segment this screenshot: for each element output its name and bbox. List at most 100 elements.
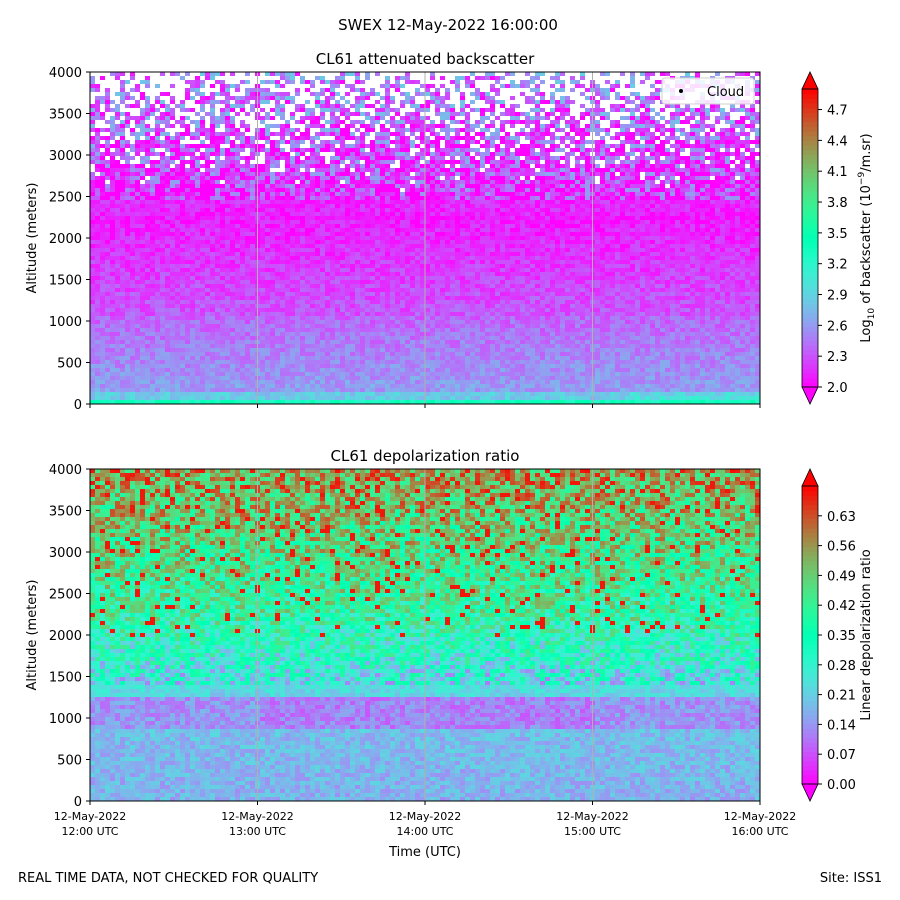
- colorbar-segment: [802, 112, 818, 117]
- colorbar-segment: [802, 205, 818, 210]
- colorbar-segment: [802, 317, 818, 322]
- colorbar-segment: [802, 98, 818, 103]
- colorbar-segment: [802, 201, 818, 206]
- colorbar-segment: [802, 294, 818, 299]
- colorbar-segment: [802, 122, 818, 127]
- colorbar-segment: [802, 215, 818, 220]
- x-tick-label: 12-May-2022: [724, 810, 796, 823]
- colorbar-segment: [802, 505, 818, 510]
- colorbar-segment: [802, 103, 818, 108]
- colorbar-tick-label: 0.28: [827, 659, 856, 674]
- colorbar-segment: [802, 733, 818, 738]
- colorbar-segment: [802, 542, 818, 547]
- colorbar-segment: [802, 271, 818, 276]
- y-tick-label: 1500: [49, 274, 82, 289]
- colorbar-segment: [802, 612, 818, 617]
- colorbar-segment: [802, 322, 818, 327]
- x-tick-label: 12-May-2022: [389, 810, 461, 823]
- colorbar-segment: [802, 289, 818, 294]
- colorbar-segment: [802, 261, 818, 266]
- chart-title: CL61 depolarization ratio: [331, 447, 520, 465]
- colorbar-segment: [802, 373, 818, 378]
- colorbar-segment: [802, 747, 818, 752]
- colorbar-segment: [802, 219, 818, 224]
- colorbar-tick-label: 0.42: [827, 599, 856, 614]
- colorbar-segment: [802, 691, 818, 696]
- figure-title: SWEX 12-May-2022 16:00:00: [338, 16, 558, 34]
- x-tick-label: 12-May-2022: [54, 810, 126, 823]
- y-tick-label: 2000: [49, 232, 82, 247]
- colorbar-segment: [802, 168, 818, 173]
- colorbar-segment: [802, 359, 818, 364]
- colorbar-tick-label: 3.5: [827, 227, 848, 242]
- colorbar-tick-label: 0.21: [827, 689, 856, 704]
- x-tick-label: 14:00 UTC: [396, 825, 453, 838]
- colorbar-segment: [802, 345, 818, 350]
- colorbar-segment: [802, 710, 818, 715]
- colorbar-tick-label: 2.6: [827, 319, 848, 334]
- colorbar-tick-label: 2.0: [827, 381, 848, 396]
- colorbar-segment: [802, 509, 818, 514]
- y-tick-label: 3000: [49, 149, 82, 164]
- colorbar-segment: [802, 140, 818, 145]
- colorbar-segment: [802, 770, 818, 775]
- colorbar-segment: [802, 252, 818, 257]
- x-tick-label: 15:00 UTC: [564, 825, 621, 838]
- colorbar-segment: [802, 649, 818, 654]
- colorbar-segment: [802, 173, 818, 178]
- colorbar-segment: [802, 187, 818, 192]
- colorbar-segment: [802, 340, 818, 345]
- colorbar-segment: [802, 598, 818, 603]
- y-tick-label: 2000: [49, 629, 82, 644]
- colorbar-segment: [802, 588, 818, 593]
- colorbar-segment: [802, 331, 818, 336]
- colorbar-segment: [802, 630, 818, 635]
- colorbar-segment: [802, 579, 818, 584]
- y-tick-label: 0: [74, 795, 82, 810]
- colorbar-segment: [802, 238, 818, 243]
- colorbar-segment: [802, 533, 818, 538]
- x-tick-label: 13:00 UTC: [229, 825, 286, 838]
- chart-panel-1: CL61 attenuated backscatter0500100015002…: [25, 50, 877, 413]
- colorbar-segment: [802, 593, 818, 598]
- colorbar-segment: [802, 751, 818, 756]
- colorbar-tick-label: 0.00: [827, 778, 856, 793]
- colorbar-segment: [802, 266, 818, 271]
- colorbar-segment: [802, 561, 818, 566]
- colorbar-tick-label: 0.63: [827, 510, 856, 525]
- y-tick-label: 1500: [49, 671, 82, 686]
- colorbar-segment: [802, 182, 818, 187]
- colorbar-segment: [802, 326, 818, 331]
- y-tick-label: 3500: [49, 505, 82, 520]
- colorbar-segment: [802, 756, 818, 761]
- colorbar-segment: [802, 247, 818, 252]
- colorbar-extend-min: [802, 784, 818, 801]
- footer-quality-note: REAL TIME DATA, NOT CHECKED FOR QUALITY: [18, 871, 318, 886]
- colorbar-tick-label: 4.1: [827, 165, 848, 180]
- colorbar-segment: [802, 131, 818, 136]
- colorbar-segment: [802, 663, 818, 668]
- colorbar-label: Linear depolarization ratio: [859, 549, 874, 720]
- colorbar-segment: [802, 528, 818, 533]
- legend: Cloud: [662, 78, 754, 104]
- y-tick-label: 4000: [49, 463, 82, 478]
- colorbar-segment: [802, 159, 818, 164]
- colorbar-tick-label: 0.14: [827, 718, 856, 733]
- colorbar-segment: [802, 243, 818, 248]
- colorbar-extend-max: [802, 469, 818, 486]
- y-tick-label: 3000: [49, 546, 82, 561]
- colorbar-segment: [802, 500, 818, 505]
- colorbar-segment: [802, 705, 818, 710]
- colorbar-segment: [802, 728, 818, 733]
- colorbar-segment: [802, 519, 818, 524]
- colorbar-segment: [802, 486, 818, 491]
- colorbar-segment: [802, 602, 818, 607]
- colorbar-segment: [802, 336, 818, 341]
- colorbar: 0.000.070.140.210.280.350.420.490.560.63…: [802, 469, 874, 801]
- colorbar-segment: [802, 551, 818, 556]
- colorbar-tick-label: 2.9: [827, 289, 848, 304]
- colorbar-segment: [802, 368, 818, 373]
- chart-title: CL61 attenuated backscatter: [316, 50, 535, 68]
- colorbar-extend-max: [802, 72, 818, 89]
